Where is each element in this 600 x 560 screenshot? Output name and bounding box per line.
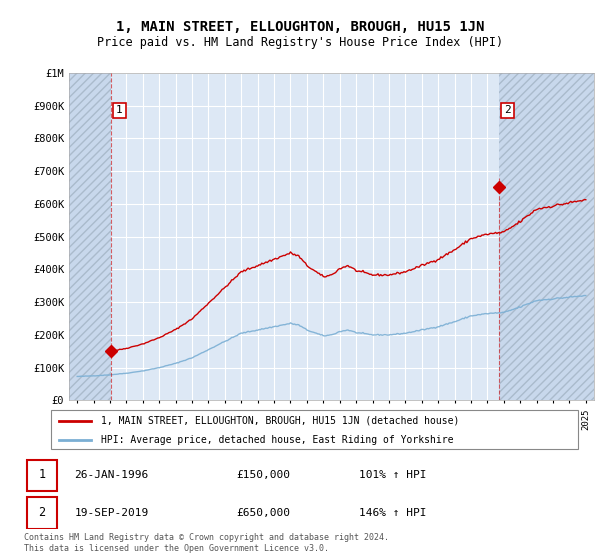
Text: HPI: Average price, detached house, East Riding of Yorkshire: HPI: Average price, detached house, East… bbox=[101, 435, 454, 445]
Text: 146% ↑ HPI: 146% ↑ HPI bbox=[359, 507, 426, 517]
Text: 1, MAIN STREET, ELLOUGHTON, BROUGH, HU15 1JN (detached house): 1, MAIN STREET, ELLOUGHTON, BROUGH, HU15… bbox=[101, 416, 460, 426]
Text: 2: 2 bbox=[38, 506, 46, 519]
Text: 26-JAN-1996: 26-JAN-1996 bbox=[74, 470, 148, 480]
Text: £150,000: £150,000 bbox=[236, 470, 290, 480]
Text: Contains HM Land Registry data © Crown copyright and database right 2024.
This d: Contains HM Land Registry data © Crown c… bbox=[24, 533, 389, 553]
FancyBboxPatch shape bbox=[27, 497, 58, 529]
Bar bbox=[69, 73, 111, 400]
FancyBboxPatch shape bbox=[50, 410, 578, 449]
Text: 1, MAIN STREET, ELLOUGHTON, BROUGH, HU15 1JN: 1, MAIN STREET, ELLOUGHTON, BROUGH, HU15… bbox=[116, 20, 484, 34]
Text: £650,000: £650,000 bbox=[236, 507, 290, 517]
Text: Price paid vs. HM Land Registry's House Price Index (HPI): Price paid vs. HM Land Registry's House … bbox=[97, 36, 503, 49]
Text: 101% ↑ HPI: 101% ↑ HPI bbox=[359, 470, 426, 480]
Bar bbox=[499, 73, 594, 400]
Text: 1: 1 bbox=[38, 468, 46, 481]
Text: 19-SEP-2019: 19-SEP-2019 bbox=[74, 507, 148, 517]
FancyBboxPatch shape bbox=[27, 460, 58, 492]
Text: 1: 1 bbox=[116, 105, 123, 115]
Text: 2: 2 bbox=[504, 105, 511, 115]
